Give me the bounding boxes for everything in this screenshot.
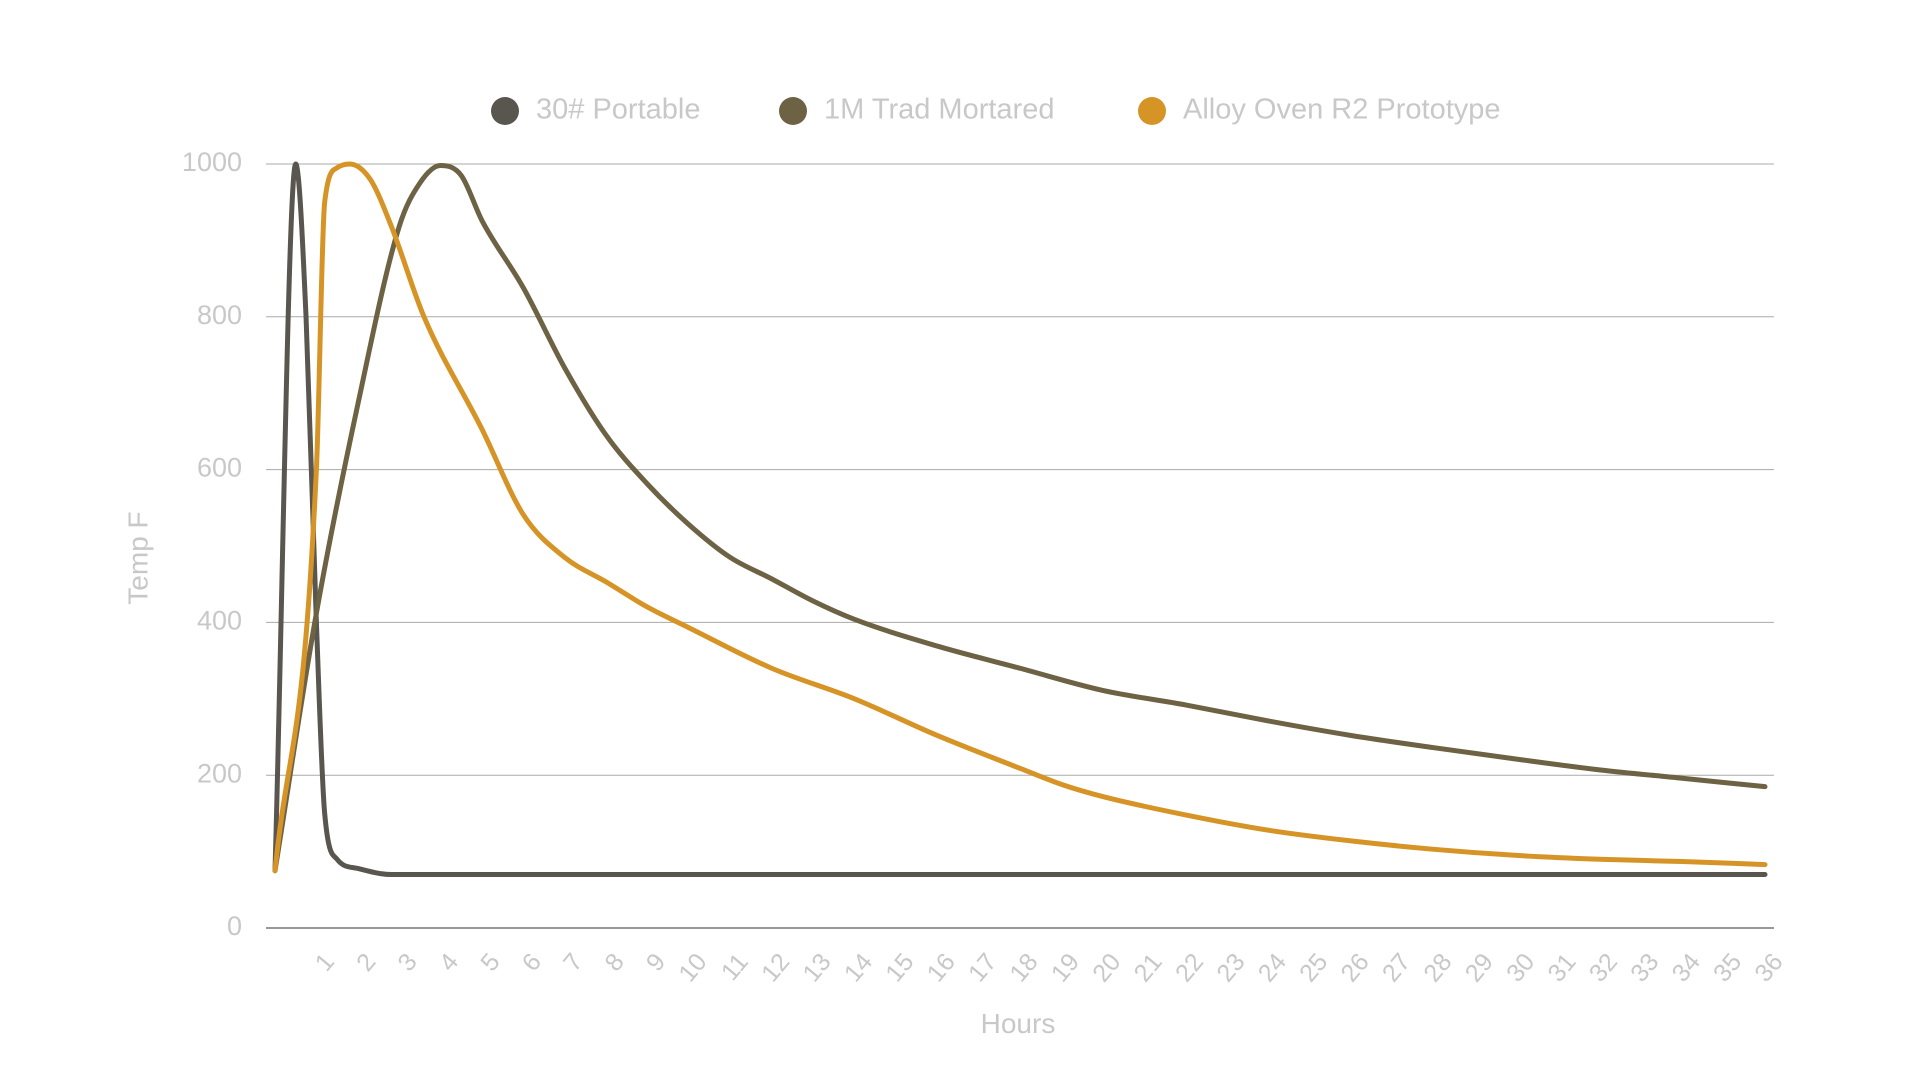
y-tick-label: 200 xyxy=(197,758,242,788)
y-tick-label: 800 xyxy=(197,300,242,330)
x-tick-label: 18 xyxy=(1004,948,1043,987)
legend-item[interactable]: 30# Portable xyxy=(491,94,700,126)
x-tick-label: 35 xyxy=(1708,948,1747,987)
x-tick-label: 17 xyxy=(963,948,1002,987)
legend-marker-icon xyxy=(491,97,519,125)
y-tick-label: 0 xyxy=(227,911,242,941)
x-tick-label: 27 xyxy=(1377,948,1416,987)
x-tick-label: 16 xyxy=(922,948,961,987)
legend-label: 30# Portable xyxy=(536,94,700,126)
x-tick-label: 31 xyxy=(1542,948,1581,987)
series-line-1 xyxy=(272,161,1768,878)
x-tick-label: 7 xyxy=(558,948,588,977)
legend-item[interactable]: 1M Trad Mortared xyxy=(779,94,1054,126)
legend-item[interactable]: Alloy Oven R2 Prototype xyxy=(1138,94,1501,126)
x-tick-label: 22 xyxy=(1170,948,1209,987)
y-tick-label: 600 xyxy=(197,453,242,483)
x-tick-label: 26 xyxy=(1335,948,1374,987)
x-tick-label: 29 xyxy=(1460,948,1499,987)
series-lines xyxy=(272,161,1768,878)
legend-label: Alloy Oven R2 Prototype xyxy=(1183,94,1501,126)
x-tick-label: 14 xyxy=(839,948,878,987)
series-line-2 xyxy=(272,163,1768,874)
x-tick-label: 10 xyxy=(673,948,712,987)
x-tick-label: 2 xyxy=(351,948,381,977)
y-tick-label: 400 xyxy=(197,606,242,636)
series-line-3 xyxy=(272,161,1768,874)
y-axis-ticks: 0 200 400 600 800 1000 xyxy=(182,147,242,941)
x-tick-label: 15 xyxy=(880,948,919,987)
legend-marker-icon xyxy=(779,97,807,125)
x-axis-ticks: 1 2 3 4 5 6 7 8 9 10 11 12 13 14 15 16 17 18 19 20 21 22 23 24 2… xyxy=(310,948,1789,987)
gridlines xyxy=(266,163,1774,929)
x-tick-label: 9 xyxy=(641,948,671,977)
x-tick-label: 8 xyxy=(599,948,629,977)
x-tick-label: 3 xyxy=(392,948,422,977)
x-tick-label: 32 xyxy=(1584,948,1623,987)
x-tick-label: 1 xyxy=(310,948,340,977)
x-tick-label: 21 xyxy=(1128,948,1167,987)
x-tick-label: 28 xyxy=(1418,948,1457,987)
x-tick-label: 6 xyxy=(517,948,547,977)
x-tick-label: 36 xyxy=(1749,948,1788,987)
x-tick-label: 5 xyxy=(475,948,505,977)
x-tick-label: 30 xyxy=(1501,948,1540,987)
x-tick-label: 20 xyxy=(1087,948,1126,987)
x-tick-label: 23 xyxy=(1211,948,1250,987)
legend-marker-icon xyxy=(1138,97,1166,125)
x-tick-label: 25 xyxy=(1294,948,1333,987)
y-tick-label: 1000 xyxy=(182,147,242,177)
x-tick-label: 4 xyxy=(434,948,464,977)
x-axis-label: Hours xyxy=(981,1008,1056,1039)
x-tick-label: 13 xyxy=(797,948,836,987)
legend: 30# Portable 1M Trad Mortared Alloy Oven R… xyxy=(491,94,1501,126)
x-tick-label: 24 xyxy=(1253,948,1292,987)
x-tick-label: 34 xyxy=(1667,948,1706,987)
x-tick-label: 33 xyxy=(1625,948,1664,987)
y-axis-label: Temp F xyxy=(122,511,153,604)
x-tick-label: 12 xyxy=(756,948,795,987)
x-tick-label: 11 xyxy=(716,948,754,986)
x-tick-label: 19 xyxy=(1046,948,1085,987)
legend-label: 1M Trad Mortared xyxy=(824,94,1054,126)
